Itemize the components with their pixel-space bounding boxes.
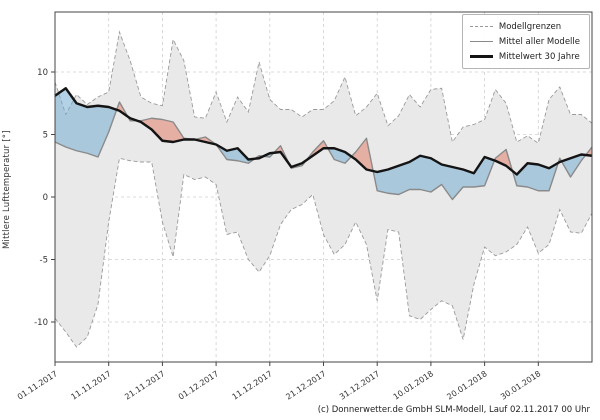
- x-tick-label: 01.11.2017: [16, 369, 59, 401]
- lower-model-bound-line: [54, 157, 593, 348]
- colder-than-normal-band: [327, 148, 352, 164]
- colder-than-normal-band: [373, 155, 495, 200]
- colder-than-normal-band: [512, 162, 559, 191]
- y-tick-label: -5: [40, 255, 48, 265]
- legend-label: Mittel aller Modelle: [498, 36, 580, 47]
- gray-line-swatch: [469, 41, 493, 42]
- colder-than-normal-band: [216, 144, 255, 164]
- legend-label: Mittelwert 30 Jahre: [498, 51, 580, 62]
- model-range-envelope: [55, 32, 592, 347]
- black-line-swatch: [469, 55, 493, 58]
- x-tick-label: 21.11.2017: [123, 369, 166, 401]
- x-tick-label: 01.12.2017: [177, 369, 220, 401]
- colder-than-normal-band: [55, 88, 117, 157]
- y-tick-label: 5: [43, 130, 48, 140]
- x-tick-label: 11.12.2017: [231, 369, 274, 401]
- x-tick-label: 11.11.2017: [69, 369, 112, 401]
- x-tick-label: 10.01.2018: [392, 369, 435, 401]
- model-mean-line: [54, 101, 593, 201]
- warmer-than-normal-band: [137, 118, 217, 145]
- x-tick-label: 20.01.2018: [445, 369, 488, 401]
- x-tick-label: 30.01.2018: [499, 369, 542, 401]
- warmer-than-normal-band: [494, 149, 513, 171]
- x-tick-label: 31.12.2017: [338, 369, 381, 401]
- climate-mean-line: [54, 87, 593, 176]
- legend-item-mittel-aller-modelle: Mittel aller Modelle: [469, 34, 580, 49]
- legend-item-modellgrenzen: Modellgrenzen: [469, 19, 580, 34]
- legend-label: Modellgrenzen: [498, 21, 562, 32]
- legend: Modellgrenzen Mittel aller Modelle Mitte…: [461, 14, 590, 69]
- y-tick-label: 10: [37, 68, 48, 78]
- dashed-line-swatch: [469, 26, 493, 27]
- warmer-than-normal-band: [273, 145, 290, 165]
- y-axis-label: Mittlere Lufttemperatur [°]: [2, 130, 12, 250]
- y-tick-label: 0: [43, 193, 48, 203]
- x-tick-label: 21.12.2017: [284, 369, 327, 401]
- copyright-caption: (c) Donnerwetter.de GmbH SLM-Modell, Lau…: [317, 405, 590, 415]
- upper-model-bound-line: [54, 30, 593, 144]
- legend-item-mittelwert-30-jahre: Mittelwert 30 Jahre: [469, 49, 580, 64]
- y-tick-label: -10: [34, 318, 48, 328]
